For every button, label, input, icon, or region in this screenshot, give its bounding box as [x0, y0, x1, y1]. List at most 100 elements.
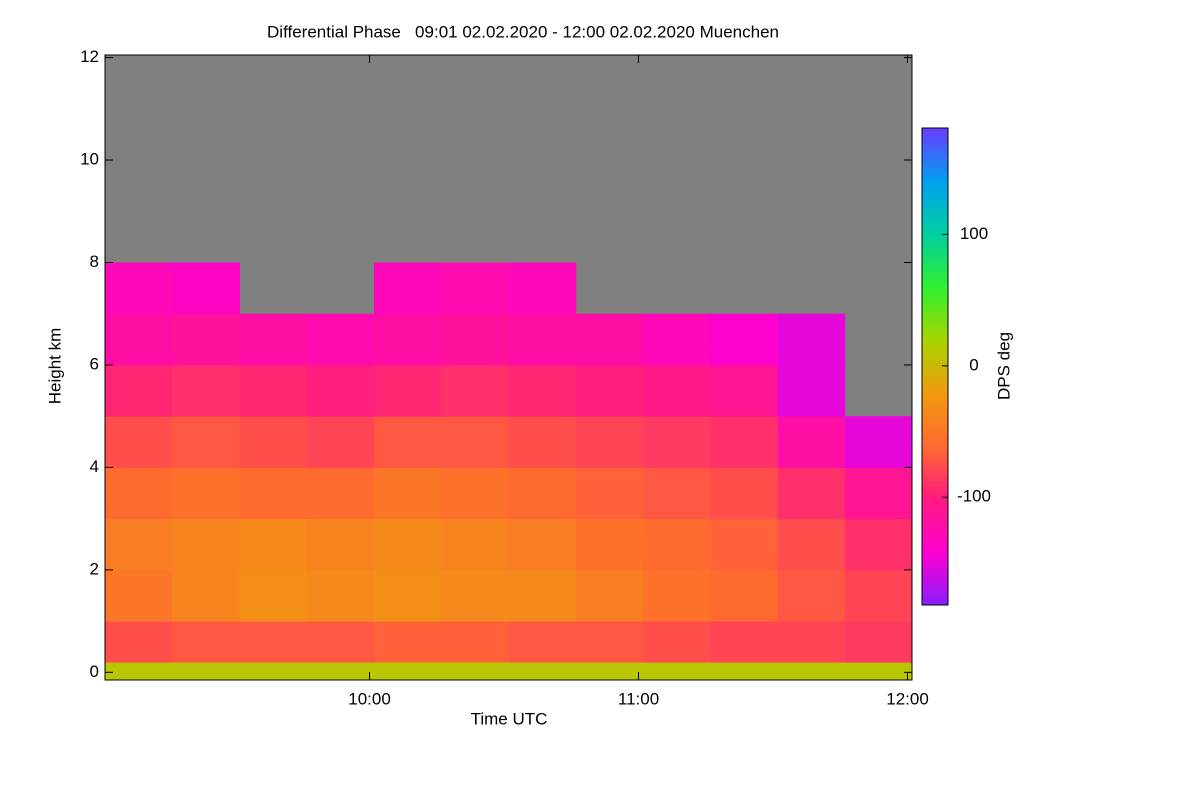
x-tick-label: 12:00: [886, 689, 929, 708]
colorbar-segment: [922, 159, 948, 165]
colorbar-segment: [922, 350, 948, 356]
colorbar-segment: [922, 465, 948, 471]
heatmap-cell: [575, 364, 644, 417]
heatmap-cell: [374, 621, 442, 663]
colorbar-segment: [922, 597, 948, 602]
heatmap-cell: [105, 621, 173, 663]
heatmap-cell: [441, 621, 509, 663]
heatmap-cell: [643, 313, 711, 366]
colorbar-segment: [922, 128, 948, 133]
colorbar-segment: [922, 302, 948, 308]
colorbar-segment: [922, 589, 948, 594]
colorbar-segment: [922, 374, 948, 379]
heatmap-cell: [710, 364, 778, 417]
heatmap-cell: [306, 662, 375, 681]
heatmap-cell: [374, 262, 442, 315]
heatmap-cell: [172, 467, 240, 520]
colorbar-segment: [922, 489, 948, 495]
colorbar-segment: [922, 577, 948, 582]
colorbar-segment: [922, 298, 948, 304]
heatmap-cell: [643, 662, 711, 681]
colorbar-segment: [922, 457, 948, 463]
heatmap-cell: [441, 569, 509, 622]
heatmap-cell: [844, 662, 913, 681]
heatmap-cell: [374, 662, 442, 681]
colorbar-segment: [922, 362, 948, 367]
colorbar-segment: [922, 143, 948, 149]
heatmap-cell: [508, 467, 577, 520]
colorbar-segment: [922, 279, 948, 284]
heatmap-cell: [441, 662, 509, 681]
heatmap-cell: [643, 364, 711, 417]
heatmap-cell: [306, 621, 375, 663]
colorbar-segment: [922, 585, 948, 590]
colorbar-segment: [922, 203, 948, 208]
heatmap-cell: [441, 467, 509, 520]
heatmap-cell: [710, 518, 778, 571]
colorbar-segment: [922, 525, 948, 530]
heatmap-cell: [844, 621, 913, 663]
heatmap-cell: [508, 313, 577, 366]
colorbar-segment: [922, 410, 948, 415]
heatmap-cell: [239, 662, 308, 681]
colorbar-segment: [922, 557, 948, 562]
heatmap-cell: [777, 518, 846, 571]
colorbar-segment: [922, 449, 948, 455]
heatmap-cell: [643, 416, 711, 468]
heatmap-cell: [172, 313, 240, 366]
heatmap-cell: [575, 518, 644, 571]
y-tick-label: 10: [80, 150, 99, 169]
colorbar-segment: [922, 155, 948, 161]
colorbar-segment: [922, 537, 948, 542]
heatmap-cell: [239, 313, 308, 366]
colorbar-segment: [922, 179, 948, 185]
colorbar-segment: [922, 453, 948, 459]
heatmap-cell: [172, 518, 240, 571]
x-axis-label: Time UTC: [471, 709, 548, 728]
colorbar-segment: [922, 283, 948, 288]
colorbar-segment: [922, 565, 948, 570]
colorbar-segment: [922, 473, 948, 479]
colorbar-segment: [922, 131, 948, 137]
colorbar-segment: [922, 386, 948, 391]
colorbar-segment: [922, 549, 948, 554]
colorbar-segment: [922, 418, 948, 423]
colorbar-segment: [922, 398, 948, 403]
heatmap-cell: [710, 569, 778, 622]
colorbar-segment: [922, 243, 948, 248]
heatmap-cell: [844, 467, 913, 520]
heatmap-cell: [172, 262, 240, 315]
heatmap-cell: [777, 662, 846, 681]
colorbar-segment: [922, 461, 948, 467]
y-tick-label: 8: [90, 252, 99, 271]
heatmap-cell: [374, 518, 442, 571]
colorbar-segment: [922, 294, 948, 300]
colorbar-segment: [922, 310, 948, 316]
heatmap-cell: [575, 569, 644, 622]
colorbar-segment: [922, 561, 948, 566]
colorbar-segment: [922, 573, 948, 578]
heatmap-cell: [575, 416, 644, 468]
heatmap-cell: [508, 662, 577, 681]
colorbar-segment: [922, 505, 948, 511]
colorbar-segment: [922, 569, 948, 574]
heatmap-cell: [306, 518, 375, 571]
colorbar-segment: [922, 382, 948, 387]
heatmap-cell: [374, 416, 442, 468]
colorbar-segment: [922, 255, 948, 260]
colorbar-segment: [922, 322, 948, 328]
colorbar-segment: [922, 326, 948, 332]
colorbar-segment: [922, 354, 948, 360]
heatmap-cell: [643, 569, 711, 622]
heatmap-cell: [441, 364, 509, 417]
y-axis-label: Height km: [45, 328, 64, 405]
colorbar-segment: [922, 481, 948, 487]
heatmap-cell: [508, 569, 577, 622]
heatmap-cell: [575, 467, 644, 520]
colorbar-segment: [922, 422, 948, 427]
colorbar-segment: [922, 533, 948, 538]
colorbar-segment: [922, 601, 948, 606]
colorbar-segment: [922, 581, 948, 586]
colorbar-segment: [922, 187, 948, 193]
heatmap-cell: [508, 518, 577, 571]
